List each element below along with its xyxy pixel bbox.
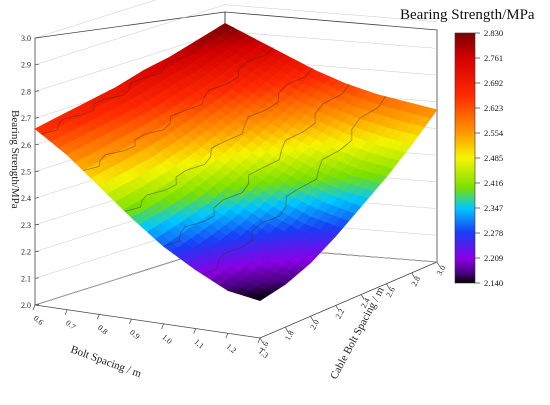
y-tick-label: 2.6 <box>384 286 397 299</box>
colorbar-tick-label: 2.554 <box>484 128 504 138</box>
x-tick-label: 1.1 <box>192 337 205 350</box>
x-tick-label: 1.2 <box>225 342 238 355</box>
x-tick-mark <box>64 309 68 315</box>
y-tick-mark <box>310 316 314 322</box>
z-axis-title: Bearing Strength/MPa <box>9 110 21 209</box>
x-tick-mark <box>225 333 229 339</box>
y-tick-mark <box>284 326 289 333</box>
y-tick-label: 1.6 <box>258 340 271 353</box>
z-tick-label: 2.3 <box>21 221 31 230</box>
x-tick-label: 0.9 <box>128 328 141 341</box>
colorbar-tick-label: 2.416 <box>484 178 503 188</box>
colorbar-tick-label: 2.347 <box>484 203 503 213</box>
colorbar-tick-label: 2.692 <box>484 78 503 88</box>
z-tick-mark <box>34 277 40 279</box>
z-axis-ticks: 2.0 2.1 2.2 2.3 2.4 2.5 2.6 2.7 2.8 2.9 3.0 <box>21 34 40 310</box>
x-tick-mark <box>129 319 132 325</box>
y-tick-label: 1.8 <box>283 329 296 342</box>
z-tick-label: 2.7 <box>21 114 31 123</box>
z-tick-mark <box>34 117 40 119</box>
y-tick-mark <box>411 272 416 279</box>
x-tick-mark <box>161 323 164 329</box>
x-tick-mark <box>96 314 100 320</box>
z-tick-mark <box>34 170 40 172</box>
colorbar: Bearing Strength/MPa 2.830 2.761 2.692 2.62… <box>400 7 535 288</box>
z-tick-label: 2.0 <box>21 301 31 310</box>
z-tick-label: 2.5 <box>21 168 31 177</box>
contour-line <box>163 83 350 247</box>
colorbar-tick-label: 2.485 <box>484 153 503 163</box>
y-tick-label: 2.8 <box>410 275 423 288</box>
colorbar-tick-label: 2.209 <box>484 253 503 263</box>
z-tick-label: 2.6 <box>21 141 31 150</box>
x-tick-label: 1.0 <box>160 332 173 345</box>
z-tick-mark <box>34 224 40 226</box>
y-tick-label: 2.4 <box>359 296 372 309</box>
x-tick-label: 0.8 <box>96 323 109 336</box>
z-tick-mark <box>34 90 40 92</box>
z-tick-label: 2.8 <box>21 87 31 96</box>
colorbar-tick-label: 2.140 <box>484 278 503 288</box>
x-tick-mark <box>257 337 261 344</box>
x-tick-mark <box>32 304 36 311</box>
x-tick-mark <box>193 328 197 334</box>
colorbar-tick-label: 2.278 <box>484 228 503 238</box>
contour-line <box>202 95 386 275</box>
x-axis-ticks: 0.6 0.7 0.8 0.9 1.0 1.1 1.2 1.3 <box>32 304 270 360</box>
z-tick-mark <box>34 197 40 199</box>
y-tick-label: 3.0 <box>435 264 448 277</box>
z-tick-mark <box>34 304 40 306</box>
surface-cell <box>251 293 268 301</box>
y-axis-ticks: 1.6 1.8 2.0 2.2 2.4 2.6 2.8 3.0 <box>258 261 448 353</box>
y-tick-label: 2.0 <box>308 318 321 331</box>
colorbar-ticks: 2.830 2.761 2.692 2.623 2.554 2.485 2.416 2.347… <box>475 28 504 288</box>
z-tick-mark <box>34 63 40 66</box>
colorbar-tick-label: 2.830 <box>484 28 503 38</box>
colorbar-gradient <box>454 32 476 284</box>
z-tick-label: 3.0 <box>21 34 31 43</box>
colorbar-tick-label: 2.761 <box>484 53 503 63</box>
y-tick-mark <box>259 337 264 344</box>
contour-line <box>41 26 235 135</box>
contour-line <box>124 67 314 212</box>
z-tick-mark <box>34 37 40 39</box>
colorbar-tick-label: 2.623 <box>484 103 503 113</box>
y-tick-mark <box>386 283 390 289</box>
y-tick-mark <box>436 261 441 268</box>
contour-lines <box>41 26 386 275</box>
y-tick-mark <box>335 305 340 311</box>
y-axis-title: Cable Bolt Spacing / m <box>328 285 387 382</box>
y-tick-mark <box>360 294 365 300</box>
colorbar-title: Bearing Strength/MPa <box>400 7 535 23</box>
surface-mesh <box>34 23 438 301</box>
z-tick-label: 2.9 <box>21 61 31 70</box>
z-tick-mark <box>34 143 40 146</box>
x-tick-label: 0.6 <box>32 314 45 327</box>
y-tick-label: 2.2 <box>334 307 347 320</box>
contour-line <box>83 47 274 171</box>
z-tick-label: 2.1 <box>21 274 31 283</box>
x-tick-label: 0.7 <box>64 318 77 331</box>
z-grid-line <box>34 0 157 39</box>
x-axis-title: Bolt Spacing / m <box>69 344 143 381</box>
z-tick-label: 2.2 <box>21 248 31 257</box>
z-tick-label: 2.4 <box>21 194 31 203</box>
z-tick-mark <box>34 250 40 252</box>
z-grid-line <box>34 4 438 65</box>
